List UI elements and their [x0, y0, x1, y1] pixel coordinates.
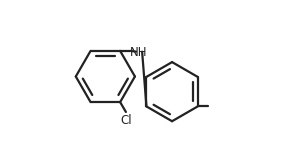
Text: NH: NH — [130, 46, 148, 59]
Text: Cl: Cl — [120, 114, 132, 127]
